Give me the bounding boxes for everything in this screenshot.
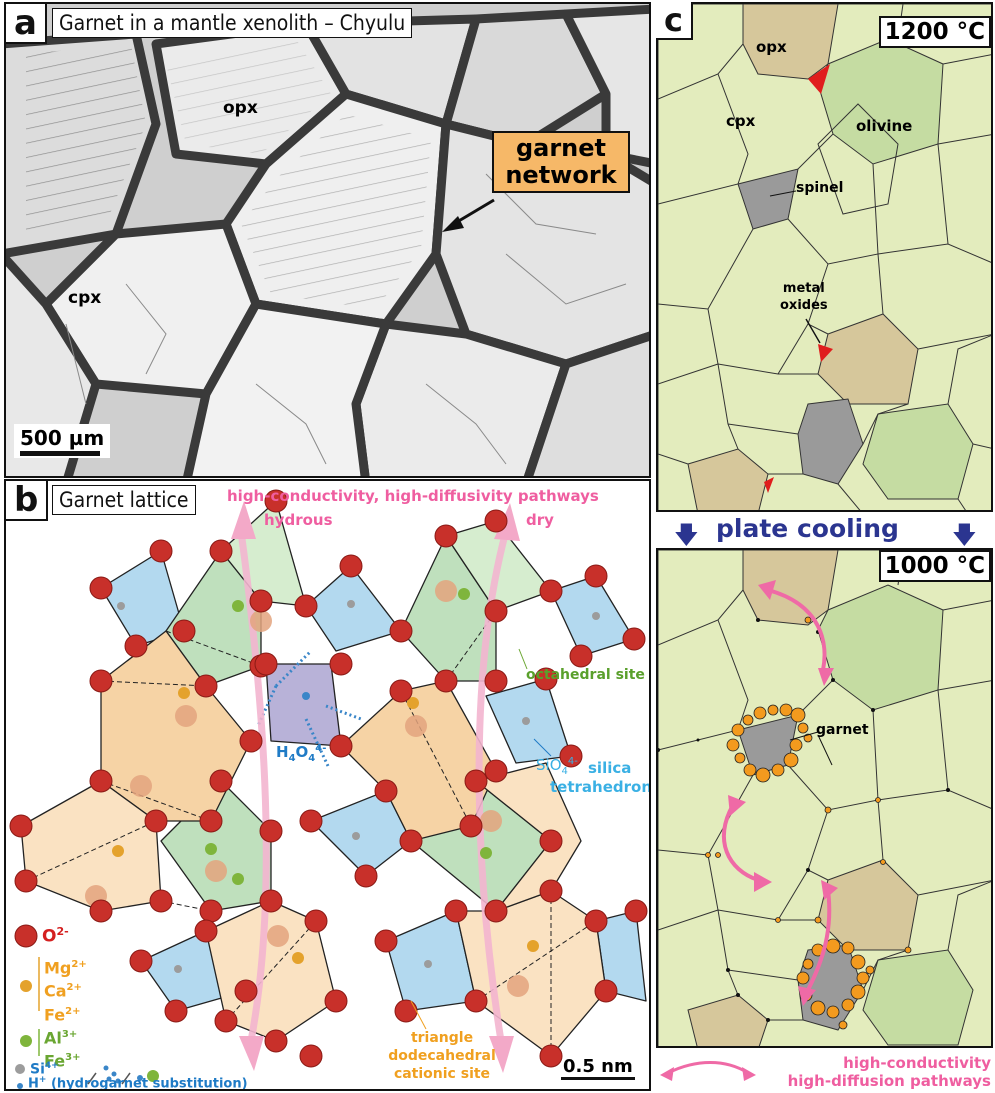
- legend-alfe-swatch: [20, 1035, 32, 1047]
- pathway-arrows-c: [722, 588, 832, 991]
- dry-label: dry: [526, 511, 554, 529]
- panel-a-micrograph: a Garnet in a mantle xenolith – Chyulu o…: [4, 2, 651, 478]
- panel-a-letter: a: [6, 4, 47, 44]
- metal-oxide: [808, 64, 830, 94]
- scalebar-b: 0.5 nm: [561, 1057, 635, 1080]
- lattice-diagram: [9, 489, 648, 1089]
- panel-a-title: Garnet in a mantle xenolith – Chyulu: [52, 8, 413, 38]
- down-arrow-right-icon: 🡇: [952, 521, 977, 549]
- hydrogarnet-tetrahedron: [265, 663, 342, 747]
- silica-tetrahedron-label: silica: [588, 759, 632, 777]
- dodecahedral-label: triangle dodecahedral cationic site: [388, 1030, 496, 1082]
- legend-si-pictograms: [87, 1065, 159, 1085]
- bottom-caption: high-conductivity high-diffusion pathway…: [787, 1054, 991, 1090]
- cations: [85, 580, 600, 997]
- label-cpx-c: cpx: [726, 112, 756, 130]
- scalebar-a: 500 µm: [14, 424, 111, 458]
- panel-b-letter: b: [6, 481, 49, 521]
- panel-c-letter: c: [656, 2, 693, 40]
- plate-cooling-label: plate cooling: [716, 514, 899, 543]
- panel-b-title: Garnet lattice: [52, 485, 196, 515]
- pathways-title: high-conductivity, high-diffusivity path…: [227, 487, 599, 505]
- label-opx: opx: [223, 98, 258, 118]
- label-metal-oxides: metal oxides: [780, 281, 828, 313]
- label-spinel: spinel: [796, 180, 844, 196]
- metal-oxide: [818, 344, 833, 362]
- tetrahedron: [305, 565, 402, 652]
- scalebar-a-bar: [20, 451, 100, 456]
- garnet-network-callout: garnet network: [492, 131, 630, 193]
- legend-alfe: Al3+ Fe3+: [44, 1028, 81, 1071]
- panel-c-grain-model: opx olivine cpx spinel metal oxides c 12…: [656, 2, 993, 1091]
- down-arrow-left-icon: 🡇: [674, 521, 699, 549]
- octahedral-label: octahedral site: [526, 667, 645, 683]
- legend-si-swatch: [15, 1064, 25, 1074]
- legend-oxygen-swatch: [14, 924, 38, 948]
- garnet-grains: [705, 616, 912, 1030]
- plate-cooling-row: 🡇 plate cooling 🡇: [656, 514, 993, 549]
- hydrous-arrow-top: [231, 501, 256, 539]
- legend-si: Si4+: [30, 1061, 59, 1078]
- grain-opx: [687, 448, 769, 510]
- double-arrow-icon: [667, 1061, 749, 1075]
- grain-map-1000: [656, 548, 993, 1048]
- hydrous-label: hydrous: [264, 511, 333, 529]
- legend-mgcafe-swatch: [20, 980, 32, 992]
- legend-h: H+ (hydrogarnet substitution): [28, 1075, 248, 1091]
- temp-1200: 1200 °C: [878, 16, 991, 48]
- label-olivine: olivine: [856, 117, 913, 135]
- h4o4-label: H4O44-: [276, 743, 327, 764]
- hydrous-arrow-bottom: [239, 1036, 264, 1071]
- grain-boundary-specks: [658, 618, 950, 1022]
- scalebar-b-label: 0.5 nm: [561, 1057, 635, 1080]
- grain-olivine: [862, 403, 974, 500]
- temp-1000: 1000 °C: [878, 550, 991, 582]
- dry-arrow-bottom: [489, 1036, 514, 1073]
- label-garnet: garnet: [816, 722, 869, 738]
- metal-oxide: [764, 477, 774, 493]
- micrograph-image: [6, 4, 649, 476]
- label-opx-c: opx: [756, 38, 787, 56]
- legend-mgcafe: Mg2+ Ca2+ Fe2+: [44, 958, 87, 1024]
- grain-map-1200: [656, 2, 993, 512]
- oxygen-atoms: [9, 489, 648, 1068]
- callout-line1: garnet: [515, 134, 607, 162]
- legend-oxygen: O2-: [42, 925, 69, 947]
- sio4-label: SiO44-: [536, 756, 578, 777]
- silica-tetrahedron-label2: tetrahedron: [550, 778, 651, 796]
- legend-h-swatch: [17, 1083, 23, 1089]
- label-cpx: cpx: [68, 288, 102, 308]
- panel-b-lattice: b Garnet lattice high-conductivity, high…: [4, 479, 651, 1091]
- scalebar-a-label: 500 µm: [20, 426, 105, 450]
- callout-line2: network: [505, 161, 617, 189]
- bottom-pathway-key: [660, 1061, 756, 1081]
